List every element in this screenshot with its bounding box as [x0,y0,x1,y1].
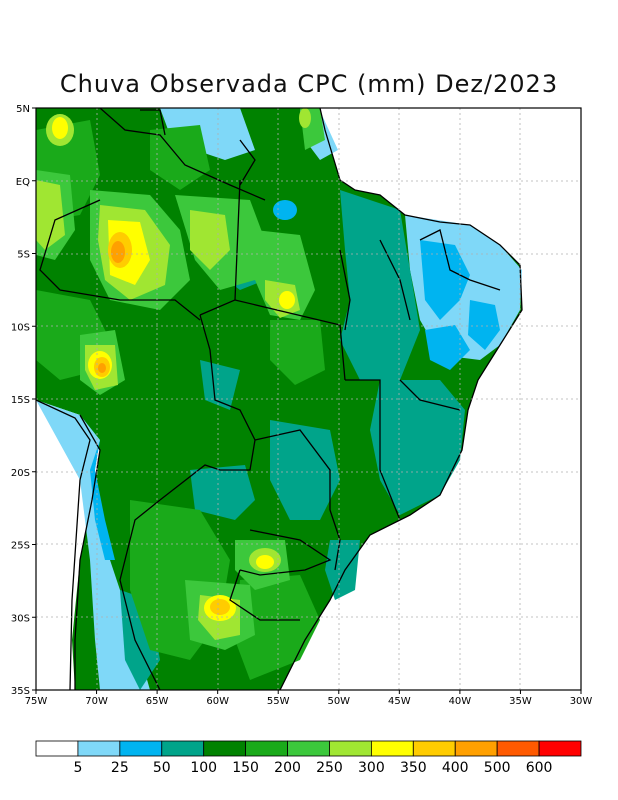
colorbar-label: 600 [526,760,553,776]
lat-tick-label: EQ [16,177,30,188]
rain-50-100 [90,200,500,560]
lat-tick-label: 10S [11,322,30,333]
colorbar-swatch [370,740,414,757]
colorbar-swatch [77,740,121,757]
colorbar-label: 250 [316,760,343,776]
colorbar-label: 25 [111,760,129,776]
colorbar-label: 5 [73,760,82,776]
lon-tick-label: 75W [25,696,48,707]
latitude-ticks: 5N EQ 5S 10S 15S 20S 25S 30S 35S [11,104,36,697]
colorbar-label: 150 [232,760,259,776]
colorbar-swatch [412,740,456,757]
colorbar-label: 500 [484,760,511,776]
lon-tick-label: 60W [206,696,229,707]
colorbar-swatch [245,740,288,757]
rain-500-600 [98,241,125,373]
grid-lines [36,108,581,690]
lon-tick-label: 50W [327,696,350,707]
lat-tick-label: 25S [11,541,30,552]
colorbar-swatch [203,740,247,757]
map-area [36,108,581,690]
longitude-ticks: 75W 70W 65W 60W 55W 50W 45W 40W 35W 30W [25,690,593,707]
lat-tick-label: 15S [11,395,30,406]
colorbar-swatch [496,740,540,757]
lat-tick-label: 30S [11,613,30,624]
colorbar: 5 25 50 100 150 200 250 300 350 400 500 600 [35,740,582,776]
colorbar-swatch [161,740,205,757]
map-title: Chuva Observada CPC (mm) Dez/2023 [59,70,559,98]
lon-tick-label: 40W [449,696,472,707]
lon-tick-label: 35W [509,696,532,707]
colorbar-swatch [287,740,330,757]
political-borders [36,108,523,690]
colorbar-swatch [35,740,79,757]
lon-tick-label: 30W [570,696,593,707]
lon-tick-label: 65W [146,696,169,707]
colorbar-label: 350 [400,760,427,776]
lon-tick-label: 55W [267,696,290,707]
colorbar-swatch [119,740,163,757]
colorbar-swatch [538,740,582,757]
lon-tick-label: 70W [85,696,108,707]
colorbar-label: 300 [358,760,385,776]
lat-tick-label: 35S [11,686,30,697]
colorbar-label: 200 [274,760,301,776]
colorbar-swatch [329,740,372,757]
lat-tick-label: 20S [11,468,30,479]
lat-tick-label: 5N [16,104,30,115]
colorbar-swatch [454,740,498,757]
lat-tick-label: 5S [17,250,30,261]
colorbar-label: 100 [190,760,217,776]
colorbar-label: 50 [153,760,171,776]
colorbar-label: 400 [442,760,469,776]
lon-tick-label: 45W [388,696,411,707]
